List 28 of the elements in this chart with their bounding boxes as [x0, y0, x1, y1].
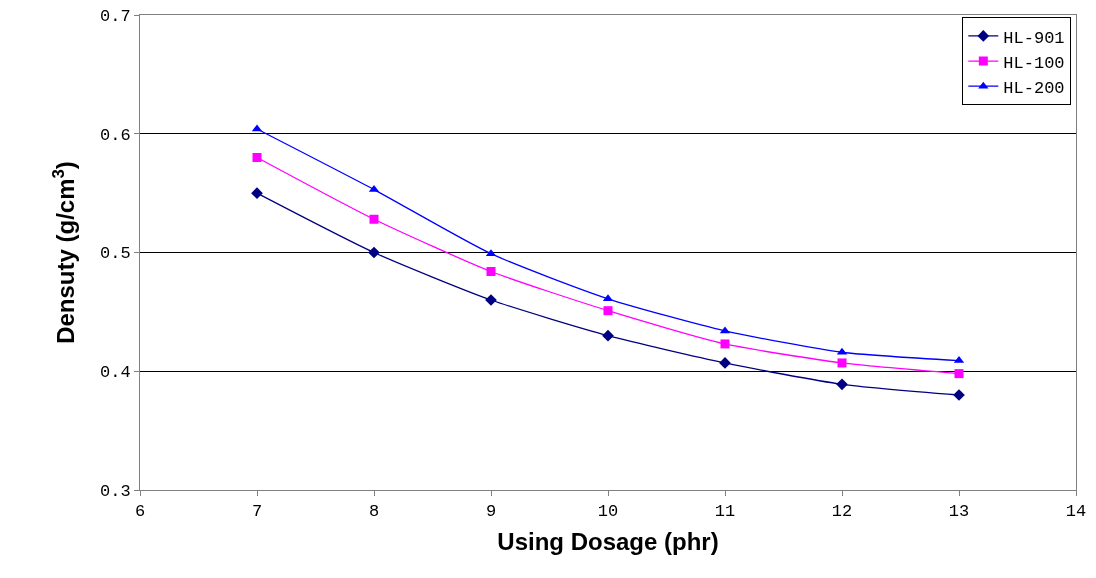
x-tick-label: 12	[831, 502, 853, 522]
point	[603, 306, 613, 316]
x-tick-label: 6	[134, 502, 146, 522]
point	[836, 378, 848, 391]
x-tick-label: 14	[1065, 502, 1087, 522]
x-tick-label: 13	[948, 502, 970, 522]
point	[954, 369, 964, 379]
x-tick-label: 7	[251, 502, 263, 522]
y-tick-label: 0.6	[99, 125, 131, 145]
legend-label: HL-100	[1003, 53, 1065, 73]
point	[602, 329, 614, 342]
point	[368, 246, 380, 259]
y-tick-label: 0.7	[99, 6, 131, 26]
x-tick-label: 9	[485, 502, 497, 522]
legend-label: HL-901	[1003, 28, 1065, 48]
point	[252, 153, 262, 162]
x-tick-label: 10	[597, 502, 619, 522]
x-tick-label: 8	[368, 502, 380, 522]
point	[720, 339, 730, 349]
y-tick-label: 0.4	[99, 363, 131, 383]
x-axis-title: Using Dosage (phr)	[497, 527, 719, 555]
point	[486, 267, 496, 276]
y-tick-label: 0.3	[99, 481, 131, 501]
y-tick-label: 0.5	[99, 244, 131, 264]
x-tick-label: 11	[714, 502, 736, 522]
point	[837, 358, 847, 368]
legend-label: HL-200	[1003, 78, 1065, 98]
point	[369, 214, 379, 224]
